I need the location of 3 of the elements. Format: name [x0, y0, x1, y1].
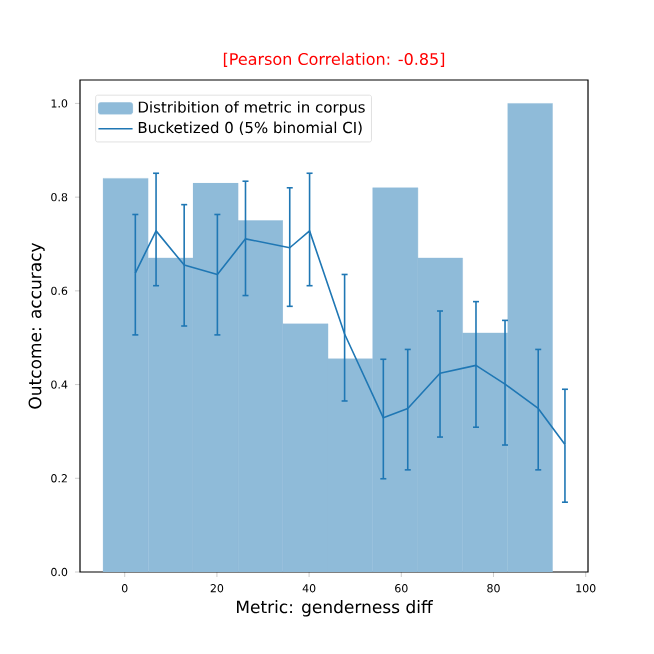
y-axis-title: Outcome: accuracy: [28, 242, 45, 409]
x-axis-title: Metric: genderness diff: [237, 600, 433, 617]
chart-title: [Pearson Correlation: -0.85]: [223, 52, 445, 67]
